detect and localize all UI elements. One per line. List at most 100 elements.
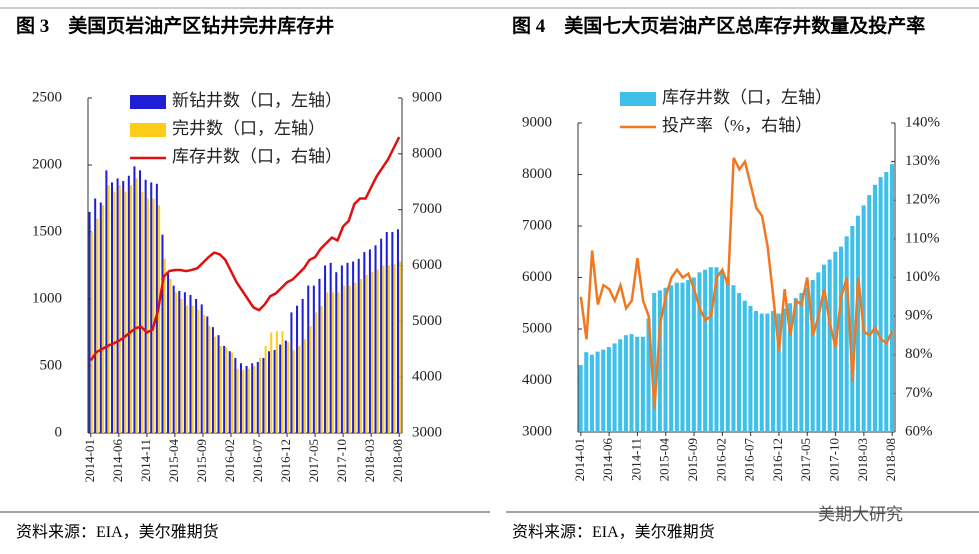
bar [646,318,651,432]
bar [821,264,827,432]
x-tick-label: 2017-10 [334,439,349,482]
bar [855,215,861,432]
bar [219,345,222,433]
bar [127,175,130,433]
bar [335,272,338,433]
bar [776,313,781,432]
bar [346,262,349,433]
y-tick-label: 2000 [32,156,62,172]
bar [810,280,815,432]
bar [217,335,220,433]
bar [867,195,872,432]
bar [139,170,142,434]
bar [331,292,334,433]
bar [657,290,662,432]
bar [827,259,832,432]
legend-swatch [620,92,656,106]
bar [167,273,170,433]
bar [141,191,144,433]
bar [652,292,657,432]
bar [387,265,391,433]
bar [296,305,299,433]
bar [374,245,377,433]
bar [133,166,136,433]
bar [884,171,889,433]
bar [318,278,321,433]
bar [105,170,108,434]
legend-label: 新钻井数（口，左轴） [172,91,342,110]
bar [130,185,133,433]
bar [578,365,583,432]
bar [158,205,161,433]
bar [376,269,379,433]
bar [324,265,327,433]
x-tick-label: 2018-03 [362,439,377,482]
x-tick-label: 2015-04 [657,438,672,482]
bar [708,267,713,432]
y2-tick-label: 9000 [412,89,442,105]
bar [195,299,198,433]
bar [211,327,214,433]
bar [697,272,702,432]
source: 资料来源：EIA，美尔雅期货 [512,524,715,541]
bar [169,278,172,433]
bar [320,305,323,433]
bar [850,226,855,432]
bar [253,366,256,433]
bar [703,269,708,432]
bar [337,292,340,433]
x-tick-label: 2018-03 [855,438,870,481]
bar [754,310,759,432]
y-tick-label: 2500 [32,89,62,105]
bar [230,352,234,433]
y2-tick-label: 120% [905,192,940,208]
bar [214,336,217,433]
bar [183,292,186,433]
y-tick-label: 6000 [522,269,552,285]
y2-tick-label: 6000 [412,257,442,273]
bar [838,246,844,432]
bar [262,357,265,433]
bar [124,191,127,433]
bar [298,345,301,433]
bar [793,298,798,432]
bar [236,368,239,433]
y2-tick-label: 5000 [412,313,442,329]
bar [595,351,600,432]
bar [340,265,343,433]
line [89,136,401,362]
bar [251,363,254,433]
bar [206,316,209,433]
y-tick-label: 500 [40,357,63,373]
bar [284,340,287,433]
x-tick-label: 2015-04 [166,439,181,483]
bar [663,287,668,432]
bar [382,265,385,433]
bar [844,236,849,432]
bar [135,178,138,433]
bar [348,285,351,433]
x-tick-label: 2016-07 [250,439,265,483]
x-tick-label: 2014-11 [138,439,153,482]
bar [731,285,736,432]
bar [714,267,719,432]
y2-tick-label: 90% [905,308,933,324]
bar [771,310,776,432]
chart-title: 图 3 美国页岩油产区钻井完井库存井 [16,16,335,37]
bar [788,303,793,432]
bar [601,349,606,432]
y-tick-label: 8000 [522,166,552,182]
x-tick-label: 2016-02 [222,439,237,482]
bar [186,305,189,433]
x-tick-label: 2014-01 [82,439,97,482]
bar [110,182,114,433]
bar [782,308,787,432]
bar [223,345,226,433]
bar [396,229,399,433]
y2-tick-label: 110% [905,230,939,246]
bar [88,211,91,433]
bar [680,282,685,432]
y2-tick-label: 3000 [412,424,442,440]
y2-tick-label: 4000 [412,369,442,385]
